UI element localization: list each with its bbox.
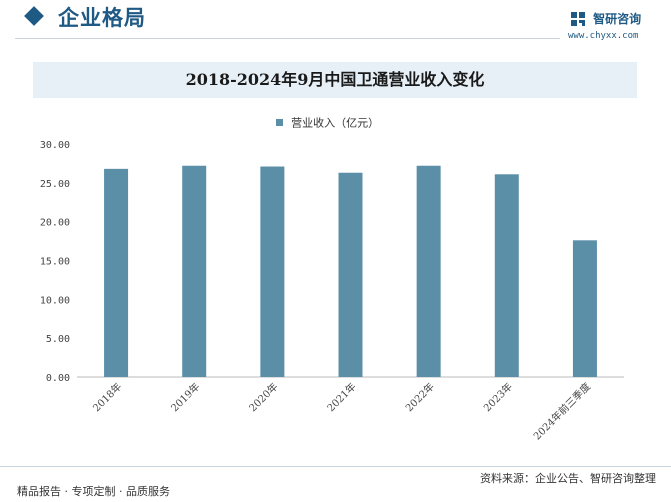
- y-tick-label: 5.00: [46, 334, 70, 345]
- footer-divider: [0, 466, 671, 467]
- bar: [182, 165, 207, 377]
- y-tick-label: 10.00: [40, 295, 70, 306]
- footer-tagline: 精品报告 · 专项定制 · 品质服务: [17, 485, 170, 498]
- chart-legend: 营业收入（亿元）: [276, 112, 379, 131]
- legend-label: 营业收入（亿元）: [291, 116, 380, 130]
- bar: [572, 240, 597, 377]
- chyxx-logo-icon: [571, 11, 585, 26]
- brand: 智研咨询: [570, 8, 641, 27]
- x-tick-label: 2022年: [403, 380, 437, 414]
- section-title: 企业格局: [58, 6, 146, 30]
- y-tick-label: 30.00: [40, 140, 70, 151]
- x-tick-label: 2020年: [246, 380, 280, 414]
- brand-name: 智研咨询: [593, 12, 642, 26]
- bar: [338, 172, 363, 377]
- chart-title-band: 2018-2024年9月中国卫通营业收入变化: [33, 62, 637, 98]
- x-tick-label: 2023年: [481, 380, 515, 414]
- y-tick-label: 15.00: [40, 257, 70, 268]
- source-note: 资料来源：企业公告、智研咨询整理: [480, 472, 656, 485]
- y-tick-label: 0.00: [46, 373, 70, 384]
- bar: [104, 168, 129, 377]
- bar: [494, 174, 519, 377]
- y-tick-label: 25.00: [40, 179, 70, 190]
- chart-title: 2018-2024年9月中国卫通营业收入变化: [185, 70, 485, 89]
- header-divider: [15, 38, 560, 39]
- x-tick-label: 2018年: [90, 380, 124, 414]
- header: 企业格局 智研咨询 www.chyxx.com: [0, 0, 671, 46]
- x-tick-label: 2024年前三季度: [531, 380, 594, 443]
- brand-url: www.chyxx.com: [568, 31, 639, 41]
- x-tick-label: 2019年: [168, 380, 202, 414]
- bar: [260, 166, 285, 377]
- y-tick-label: 20.00: [40, 218, 70, 229]
- legend-swatch: [276, 119, 283, 126]
- footer: 精品报告 · 专项定制 · 品质服务 资料来源：企业公告、智研咨询整理: [0, 458, 671, 502]
- x-tick-label: 2021年: [324, 380, 358, 414]
- bar-chart: 0.00 5.00 10.00 15.00 20.00 25.00 30.00 2018年 20…: [40, 140, 624, 443]
- bar: [416, 165, 441, 377]
